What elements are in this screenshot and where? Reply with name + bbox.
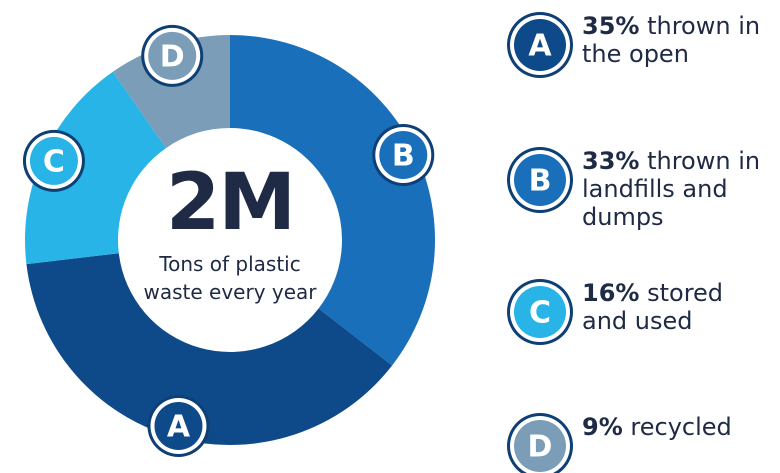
badge [514,420,566,472]
badge [514,154,566,206]
legend-text: stored and used [582,279,724,335]
legend-item: 9% recycled [582,413,762,441]
badge-letter: D [528,430,553,465]
legend-value: 33% [582,147,640,175]
badge [148,31,197,80]
legend-item: 35% thrown in the open [582,12,762,68]
center-number: 2M [166,158,296,248]
legend-value: 9% [582,413,623,441]
badge-letter: B [392,139,415,174]
badge-letter: B [529,164,552,199]
legend-value: 16% [582,279,640,307]
badge-letter: A [528,29,552,64]
center-text: Tons of plastic waste every year [143,252,317,304]
badge-letter: A [167,409,191,444]
badge [154,401,203,450]
badge [514,286,566,338]
center-label: 2M Tons of plastic waste every year [130,160,330,306]
legend-item: 33% thrown in landfills and dumps [582,147,762,231]
donut-segment [26,253,393,445]
legend-item: 16% stored and used [582,279,762,335]
legend-text: recycled [630,413,732,441]
donut-segment [25,71,167,265]
donut-segment [230,35,436,366]
legend-text: thrown in landfills and dumps [582,147,761,231]
badge-letter: C [43,144,65,179]
badge [514,19,566,71]
legend-text: thrown in the open [582,12,761,68]
badge-letter: C [529,296,551,331]
badge [379,131,428,180]
legend-value: 35% [582,12,640,40]
badge-letter: D [160,39,185,74]
badge [29,136,78,185]
